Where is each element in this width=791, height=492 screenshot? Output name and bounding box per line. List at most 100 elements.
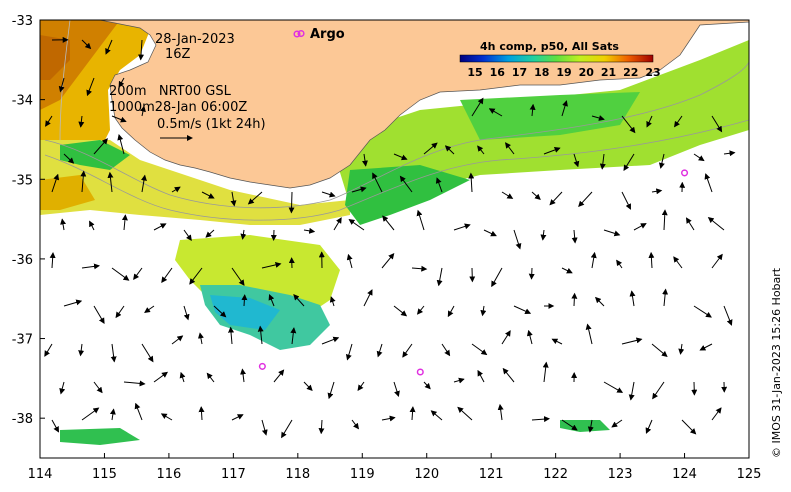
- current-vector-arrow: [268, 293, 275, 307]
- current-vector-arrow: [707, 216, 725, 231]
- current-vector-arrow: [81, 39, 92, 50]
- current-vector-arrow: [435, 177, 443, 193]
- current-vector-arrow: [497, 403, 504, 421]
- current-vector-arrow: [241, 294, 248, 307]
- legend-line-1: 200m NRT00 GSL: [109, 84, 232, 99]
- current-vector-arrow: [704, 173, 713, 193]
- current-vector-arrow: [711, 115, 723, 133]
- current-vector-arrow: [611, 419, 623, 428]
- current-vector-arrow: [351, 419, 359, 430]
- x-tick-label: 115: [92, 467, 117, 482]
- current-vector-arrow: [393, 381, 400, 398]
- current-vector-arrow: [444, 145, 455, 155]
- current-vector-arrow: [416, 209, 425, 231]
- current-vector-arrow: [288, 191, 295, 214]
- current-vector-arrow: [201, 191, 215, 199]
- current-vector-arrow: [471, 343, 488, 356]
- current-vector-arrow: [603, 381, 624, 393]
- current-vector-arrow: [303, 227, 316, 234]
- x-tick-label: 119: [350, 467, 375, 482]
- current-vector-arrow: [453, 377, 465, 384]
- current-vector-arrow: [171, 335, 184, 345]
- current-vector-arrow: [678, 343, 685, 355]
- current-vector-arrow: [78, 343, 85, 357]
- current-vector-arrow: [648, 251, 655, 269]
- x-tick-label: 120: [414, 467, 439, 482]
- current-vector-arrow: [86, 77, 95, 97]
- current-vector-arrow: [411, 265, 428, 272]
- current-vector-arrow: [333, 217, 342, 231]
- y-tick-label: -35: [12, 173, 33, 188]
- current-vector-arrow: [240, 229, 247, 240]
- x-tick-label: 121: [479, 467, 504, 482]
- current-vector-arrow: [329, 296, 336, 307]
- current-vector-arrow: [183, 305, 190, 321]
- current-vector-arrow: [540, 229, 547, 241]
- current-vector-arrow: [711, 253, 723, 269]
- current-vector-arrow: [603, 229, 621, 237]
- current-vector-arrow: [153, 223, 167, 231]
- current-vector-arrow: [471, 97, 484, 117]
- colorbar-tick-label: 18: [534, 66, 549, 79]
- current-vector-arrow: [134, 402, 143, 421]
- colorbar-tick-label: 19: [556, 66, 571, 79]
- current-vector-arrow: [345, 343, 353, 361]
- current-vector-arrow: [578, 191, 593, 208]
- current-vector-arrow: [198, 406, 205, 421]
- plot-frame: [39, 19, 750, 459]
- current-vector-arrow: [447, 305, 455, 318]
- x-tick-label: 118: [285, 467, 310, 482]
- current-vector-arrow: [133, 267, 143, 281]
- current-vector-arrow: [153, 371, 169, 383]
- current-vector-arrow: [303, 381, 313, 392]
- colorbar-tick-label: 22: [623, 66, 638, 79]
- current-vector-arrow: [205, 229, 215, 238]
- y-tick-label: -37: [12, 333, 33, 348]
- current-vector-arrow: [160, 413, 173, 421]
- x-tick-label: 116: [156, 467, 181, 482]
- current-vector-arrow: [573, 153, 580, 168]
- colorbar-tick-label: 21: [601, 66, 616, 79]
- current-vector-arrow: [290, 327, 297, 345]
- current-vector-arrow: [402, 343, 413, 358]
- current-vector-arrow: [651, 343, 668, 358]
- current-vector-arrow: [416, 305, 425, 315]
- current-vector-arrow: [273, 369, 285, 383]
- current-vector-arrow: [477, 145, 485, 155]
- current-vector-arrow: [138, 39, 145, 61]
- current-vector-arrow: [504, 142, 515, 155]
- current-vector-arrow: [118, 77, 125, 88]
- current-vector-arrow: [49, 252, 56, 269]
- argo-float-marker: [680, 169, 689, 177]
- current-vector-arrow: [501, 191, 514, 199]
- current-vector-arrow: [590, 251, 597, 269]
- x-tick-label: 114: [28, 467, 53, 482]
- current-vector-arrow: [399, 175, 413, 193]
- current-vector-arrow: [372, 172, 383, 193]
- current-vector-arrow: [393, 153, 408, 161]
- current-vector-arrow: [393, 305, 408, 317]
- current-vector-arrow: [121, 214, 128, 231]
- current-vector-arrow: [261, 261, 282, 269]
- current-vector-arrow: [621, 337, 643, 345]
- current-vector-arrow: [571, 292, 578, 307]
- current-vector-arrow: [621, 191, 631, 210]
- current-vector-arrow: [616, 259, 623, 269]
- current-vector-arrow: [711, 407, 722, 421]
- colorbar-gradient: [459, 54, 654, 63]
- x-tick-label: 124: [672, 467, 697, 482]
- legend-line-2: 1000m28-Jan 06:00Z: [109, 100, 247, 115]
- current-vector-arrow: [281, 419, 293, 439]
- current-vector-arrow: [652, 381, 665, 400]
- current-vector-arrow: [382, 215, 395, 231]
- current-vector-arrow: [628, 381, 635, 401]
- current-vector-arrow: [645, 419, 653, 434]
- current-vector-arrow: [58, 77, 65, 93]
- current-vector-arrow: [80, 170, 87, 193]
- current-vector-arrow: [179, 371, 186, 383]
- current-vector-arrow: [529, 103, 536, 117]
- current-vector-arrow: [423, 381, 431, 390]
- colorbar-tick-label: 15: [467, 66, 482, 79]
- current-vector-arrow: [658, 153, 665, 169]
- current-vector-arrow: [109, 408, 116, 421]
